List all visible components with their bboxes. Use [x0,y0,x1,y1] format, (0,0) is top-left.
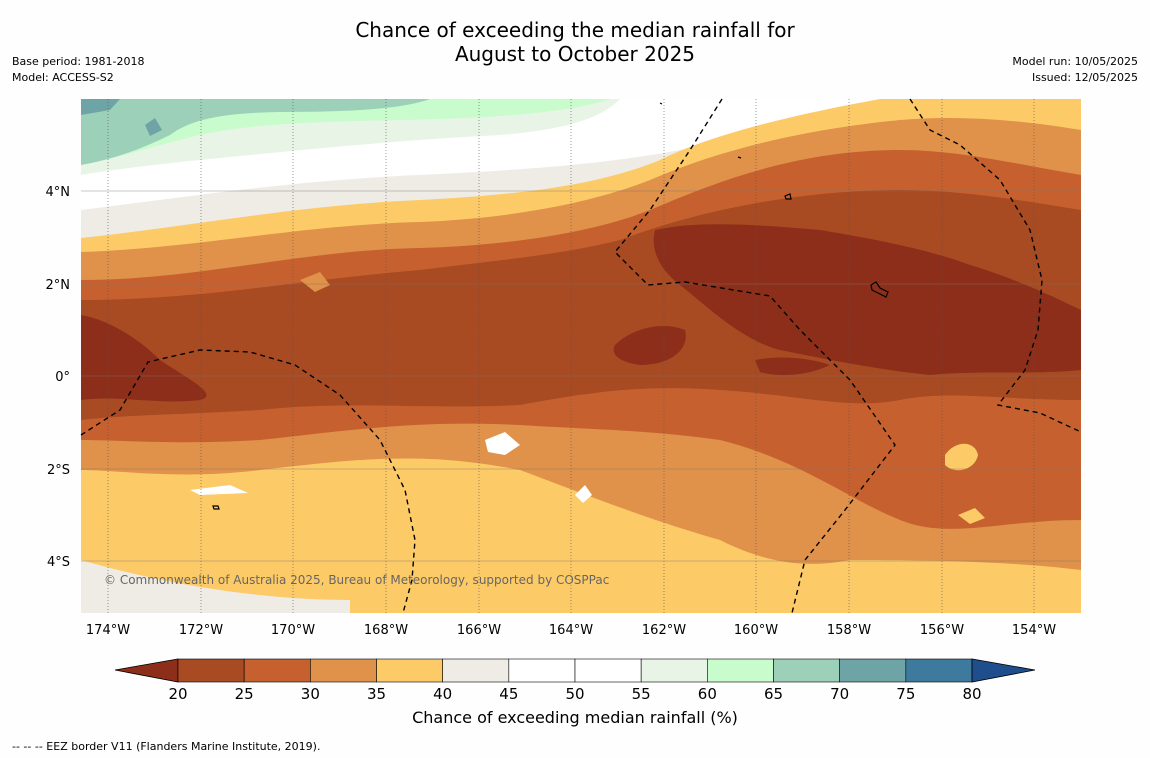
colorbar-cell [707,658,774,683]
islands [212,102,889,510]
lon-label: 166°W [457,623,501,638]
colorbar-tick-label: 55 [632,685,651,700]
rainfall-map: 4°N 2°N 0° 2°S 4°S 174°W 172°W 170°W 168… [46,98,1082,700]
colorbar: 20 25 30 35 40 45 50 55 60 65 70 75 80 [114,658,1036,700]
colorbar-tick-label: 45 [499,685,518,700]
lon-label: 158°W [827,623,871,638]
colorbar-tick-label: 20 [168,685,187,700]
colorbar-under-arrow [114,658,179,683]
colorbar-tick-label: 25 [235,685,254,700]
title-line-2: August to October 2025 [454,42,696,66]
copyright-notice: © Commonwealth of Australia 2025, Bureau… [104,573,609,587]
model-run: Model run: 10/05/2025 [1012,55,1138,68]
lon-label: 172°W [179,623,223,638]
colorbar-tick-label: 60 [698,685,717,700]
colorbar-cell [243,658,311,683]
lon-label: 162°W [642,623,686,638]
colorbar-tick-label: 30 [301,685,320,700]
colorbar-cell [773,658,840,683]
chart-title: Chance of exceeding the median rainfall … [0,18,1150,66]
base-period: Base period: 1981-2018 [12,55,145,68]
meta-right: Model run: 10/05/2025 Issued: 12/05/2025 [1012,54,1138,86]
colorbar-cell [310,658,377,683]
colorbar-tick-label: 35 [367,685,386,700]
colorbar-over-arrow [971,658,1036,683]
colorbar-label: Chance of exceeding median rainfall (%) [412,708,738,727]
colorbar-ticks: 20 25 30 35 40 45 50 55 60 65 70 75 80 [168,685,981,700]
colorbar-cell [640,658,708,683]
colorbar-tick-label: 80 [962,685,981,700]
issued-date: Issued: 12/05/2025 [1031,71,1138,84]
eez-legend-note: -- -- -- EEZ border V11 (Flanders Marine… [12,740,321,753]
map-fill [81,99,1081,613]
colorbar-cell [574,658,642,683]
lat-labels: 4°N 2°N 0° 2°S 4°S [46,185,71,570]
colorbar-tick-label: 75 [896,685,915,700]
lon-label: 168°W [364,623,408,638]
colorbar-cell [442,658,510,683]
colorbar-tick-label: 70 [830,685,849,700]
lat-label: 2°S [47,463,70,478]
lon-labels: 174°W 172°W 170°W 168°W 166°W 164°W 162°… [86,623,1056,638]
title-line-1: Chance of exceeding the median rainfall … [355,18,795,42]
colorbar-cell [376,658,443,683]
colorbar-cell [508,658,576,683]
lat-label: 4°N [46,185,71,200]
lat-label: 0° [55,370,70,385]
lon-label: 154°W [1012,623,1056,638]
lon-label: 170°W [271,623,315,638]
eez-borders [80,98,1082,614]
meta-left: Base period: 1981-2018 Model: ACCESS-S2 [12,54,144,86]
lon-label: 164°W [549,623,593,638]
colorbar-cell [905,658,973,683]
lon-label: 174°W [86,623,130,638]
graticule [81,99,1081,613]
colorbar-cells [177,658,973,683]
colorbar-tick-label: 50 [565,685,584,700]
lon-label: 156°W [920,623,964,638]
colorbar-cell [177,658,245,683]
colorbar-tick-label: 40 [433,685,452,700]
colorbar-cell [839,658,907,683]
model-name: Model: ACCESS-S2 [12,71,114,84]
lat-label: 4°S [47,555,70,570]
lat-label: 2°N [46,278,71,293]
colorbar-tick-label: 65 [764,685,783,700]
lon-label: 160°W [734,623,778,638]
